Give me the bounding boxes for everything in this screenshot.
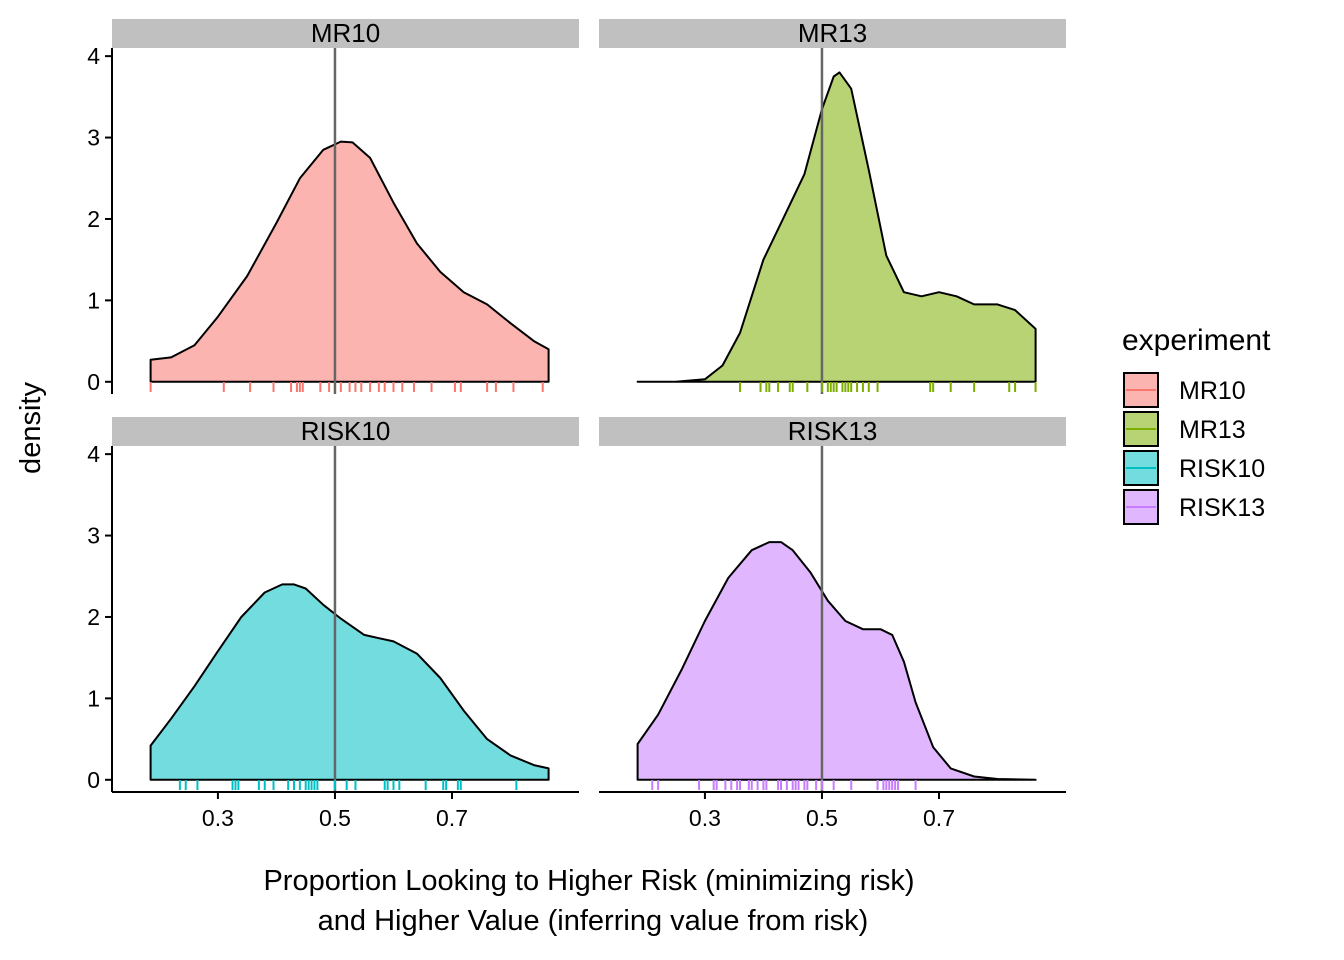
legend-entry-mr10: MR10 xyxy=(1123,372,1246,408)
panels-layer: MR10 0 1 2 3 4 MR13 RISK10 0 1 2 3 4 0.3 0.5 0.7 RISK13 0… xyxy=(87,18,1066,831)
y-tick-label: 2 xyxy=(87,604,100,630)
legend-label: RISK10 xyxy=(1179,455,1265,483)
legend-title: experiment xyxy=(1122,324,1271,357)
facet-strip xyxy=(599,417,1066,446)
facet-strip-label: RISK13 xyxy=(788,416,878,446)
x-tick-label: 0.3 xyxy=(689,805,721,831)
y-tick-label: 3 xyxy=(87,125,100,151)
x-tick-label: 0.7 xyxy=(436,805,468,831)
facet-strip-label: RISK10 xyxy=(301,416,391,446)
panel-mr10: MR10 0 1 2 3 4 xyxy=(87,18,579,395)
density-area-risk13 xyxy=(636,541,1037,781)
density-area-mr13 xyxy=(636,71,1037,383)
y-tick-label: 1 xyxy=(87,685,100,711)
legend-label: MR10 xyxy=(1179,377,1246,405)
facet-strip-label: MR13 xyxy=(798,18,867,48)
legend-label: RISK13 xyxy=(1179,494,1265,522)
y-tick-label: 3 xyxy=(87,523,100,549)
panel-risk10: RISK10 0 1 2 3 4 0.3 0.5 0.7 xyxy=(87,416,579,831)
y-tick-label: 2 xyxy=(87,206,100,232)
density-area-risk10 xyxy=(149,583,550,781)
panel-risk13: RISK13 0.3 0.5 0.7 xyxy=(599,416,1066,831)
y-tick-label: 0 xyxy=(87,767,100,793)
density-area-mr10 xyxy=(149,140,550,383)
y-axis-title: density xyxy=(15,382,47,474)
y-tick-label: 1 xyxy=(87,287,100,313)
facet-strip-label: MR10 xyxy=(311,18,380,48)
panel-mr13: MR13 xyxy=(599,18,1066,394)
x-tick-label: 0.7 xyxy=(923,805,955,831)
x-axis-title-line-2: and Higher Value (inferring value from r… xyxy=(318,905,869,937)
x-tick-label: 0.5 xyxy=(806,805,838,831)
facet-strip xyxy=(112,19,579,48)
legend-entry-risk13: RISK13 xyxy=(1123,489,1265,525)
x-tick-label: 0.3 xyxy=(202,805,234,831)
legend-entry-risk10: RISK10 xyxy=(1123,450,1265,486)
legend: experiment MR10 MR13 RISK10 RISK13 xyxy=(1122,324,1271,525)
facet-strip xyxy=(112,417,579,446)
x-axis-title-line-1: Proportion Looking to Higher Risk (minim… xyxy=(263,865,914,897)
legend-label: MR13 xyxy=(1179,416,1246,444)
y-tick-label: 0 xyxy=(87,369,100,395)
y-tick-label: 4 xyxy=(87,441,100,467)
x-tick-label: 0.5 xyxy=(319,805,351,831)
y-tick-label: 4 xyxy=(87,43,100,69)
facet-strip xyxy=(599,19,1066,48)
legend-entry-mr13: MR13 xyxy=(1123,411,1246,447)
